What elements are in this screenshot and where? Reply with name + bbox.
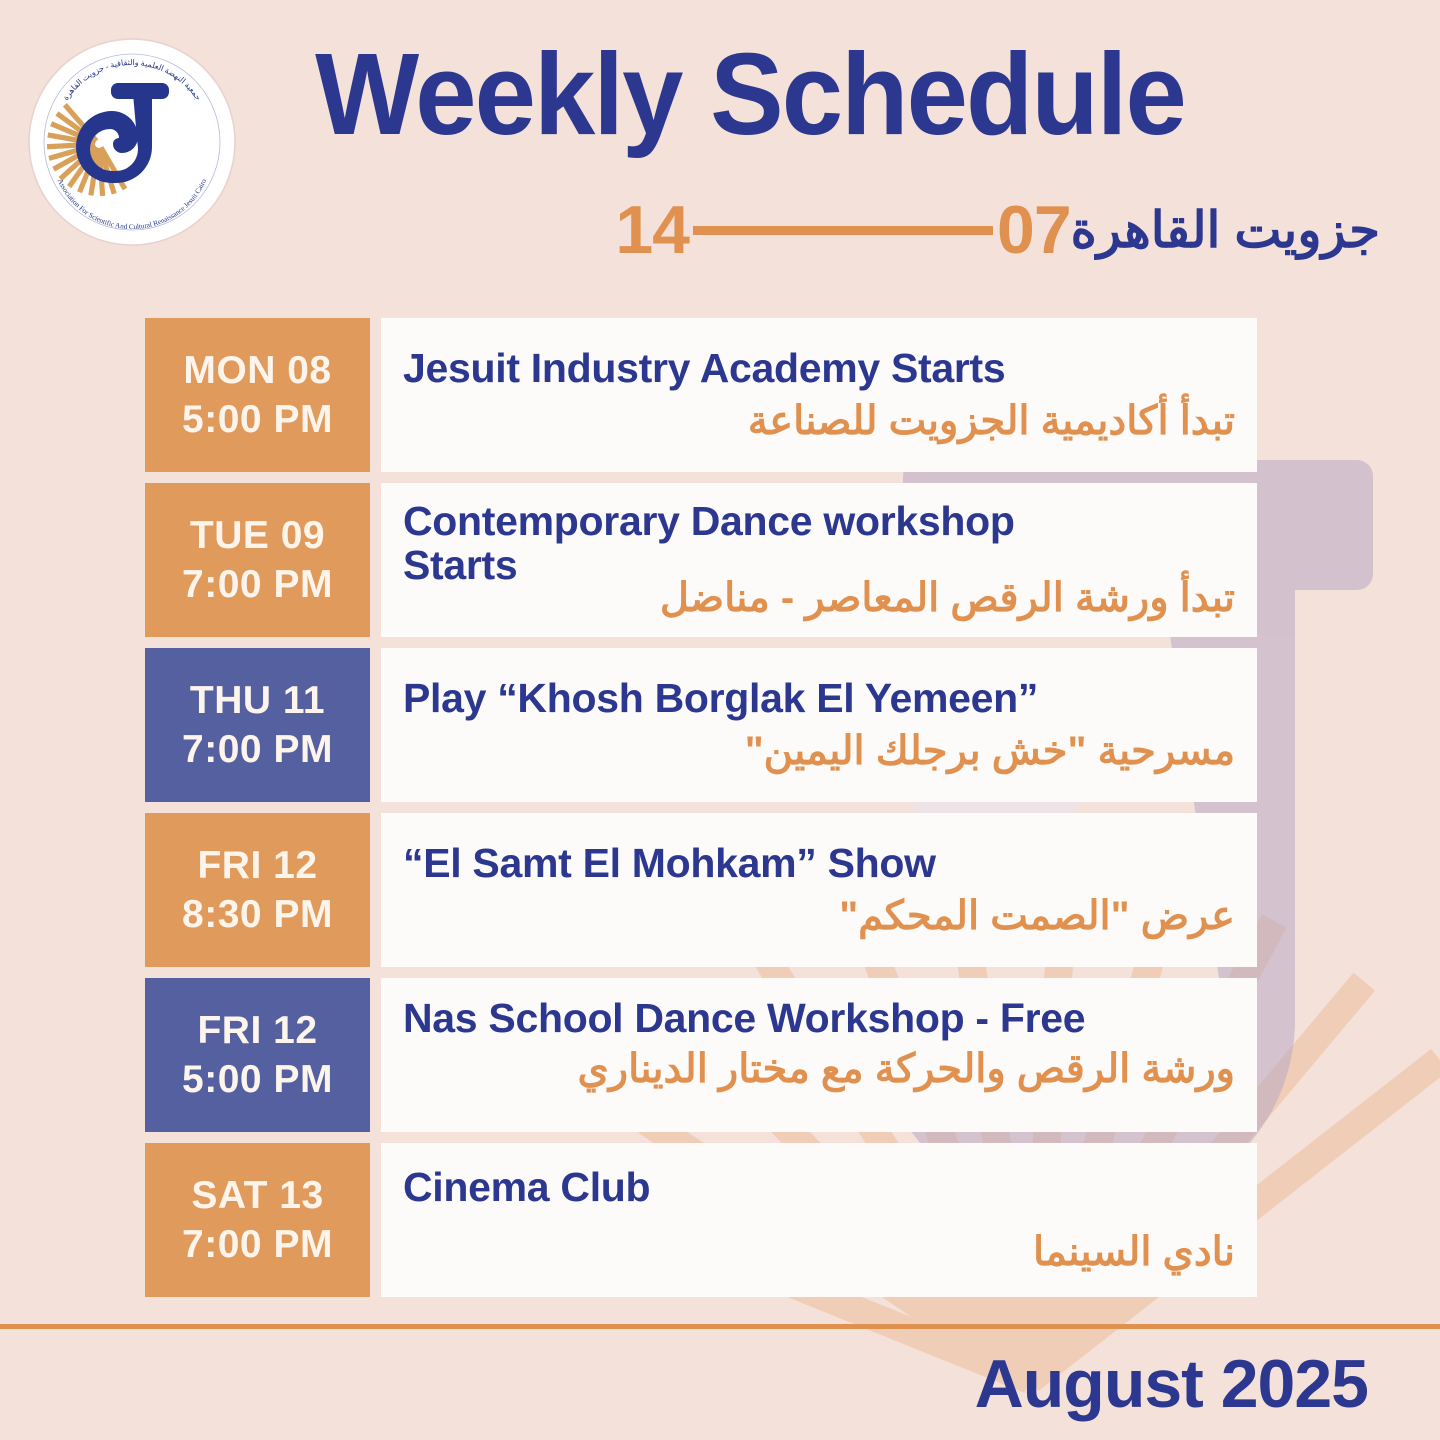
date-box: SAT 13 7:00 PM [145, 1143, 370, 1297]
date-range: 14 07 [615, 192, 1072, 268]
event-title-en: Cinema Club [403, 1163, 651, 1210]
poster-header: Association For Scientific And Cultural … [0, 0, 1440, 300]
organization-logo: Association For Scientific And Cultural … [28, 38, 236, 246]
date-box: THU 11 7:00 PM [145, 648, 370, 802]
event-title-ar: عرض "الصمت المحكم" [839, 894, 1235, 939]
page-title: Weekly Schedule [315, 29, 1187, 159]
event-day: THU 11 [189, 679, 326, 722]
header-subrow: 14 07 جزويت القاهرة [380, 185, 1420, 275]
event-day: SAT 13 [191, 1174, 324, 1217]
event-time: 7:00 PM [182, 563, 333, 606]
event-card: Nas School Dance Workshop - Free ورشة ال… [381, 978, 1257, 1132]
schedule-row[interactable]: MON 08 5:00 PM Jesuit Industry Academy S… [145, 318, 1257, 472]
event-card: Cinema Club نادي السينما [381, 1143, 1257, 1297]
event-time: 8:30 PM [182, 893, 333, 936]
footer-divider [0, 1324, 1440, 1329]
event-time: 5:00 PM [182, 1058, 333, 1101]
date-range-from: 07 [997, 192, 1072, 268]
event-title-ar: مسرحية "خش برجلك اليمين" [744, 729, 1235, 774]
event-title-ar: تبدأ أكاديمية الجزويت للصناعة [747, 399, 1235, 444]
date-range-dash [693, 225, 993, 235]
event-card: Contemporary Dance workshop Starts تبدأ … [381, 483, 1257, 637]
event-card: Play “Khosh Borglak El Yemeen” مسرحية "خ… [381, 648, 1257, 802]
date-box: MON 08 5:00 PM [145, 318, 370, 472]
event-title-en: Play “Khosh Borglak El Yemeen” [403, 674, 1039, 721]
date-box: FRI 12 8:30 PM [145, 813, 370, 967]
date-range-to: 14 [615, 192, 690, 268]
event-day: FRI 12 [197, 844, 318, 887]
event-card: “El Samt El Mohkam” Show عرض "الصمت المح… [381, 813, 1257, 967]
schedule-row[interactable]: SAT 13 7:00 PM Cinema Club نادي السينما [145, 1143, 1257, 1297]
letter-j-icon [76, 83, 169, 183]
event-day: TUE 09 [189, 514, 326, 557]
event-title-en: Jesuit Industry Academy Starts [403, 344, 1006, 391]
event-day: MON 08 [183, 349, 332, 392]
footer-month: August 2025 [974, 1346, 1369, 1422]
schedule-row[interactable]: FRI 12 8:30 PM “El Samt El Mohkam” Show … [145, 813, 1257, 967]
event-title-en: Nas School Dance Workshop - Free [403, 995, 1086, 1041]
event-card: Jesuit Industry Academy Starts تبدأ أكاد… [381, 318, 1257, 472]
event-time: 5:00 PM [182, 398, 333, 441]
schedule-row[interactable]: THU 11 7:00 PM Play “Khosh Borglak El Ye… [145, 648, 1257, 802]
subtitle-arabic: جزويت القاهرة [1070, 202, 1380, 258]
event-title-en: “El Samt El Mohkam” Show [403, 839, 936, 886]
event-day: FRI 12 [197, 1009, 318, 1052]
date-box: FRI 12 5:00 PM [145, 978, 370, 1132]
date-box: TUE 09 7:00 PM [145, 483, 370, 637]
event-title-ar: ورشة الرقص والحركة مع مختار الديناري [577, 1047, 1236, 1092]
event-time: 7:00 PM [182, 1223, 333, 1266]
event-title-ar: نادي السينما [1033, 1230, 1235, 1275]
event-title-ar: تبدأ ورشة الرقص المعاصر - مناضل [659, 576, 1235, 620]
schedule-list: MON 08 5:00 PM Jesuit Industry Academy S… [145, 318, 1257, 1308]
schedule-row[interactable]: FRI 12 5:00 PM Nas School Dance Workshop… [145, 978, 1257, 1132]
event-time: 7:00 PM [182, 728, 333, 771]
schedule-row[interactable]: TUE 09 7:00 PM Contemporary Dance worksh… [145, 483, 1257, 637]
